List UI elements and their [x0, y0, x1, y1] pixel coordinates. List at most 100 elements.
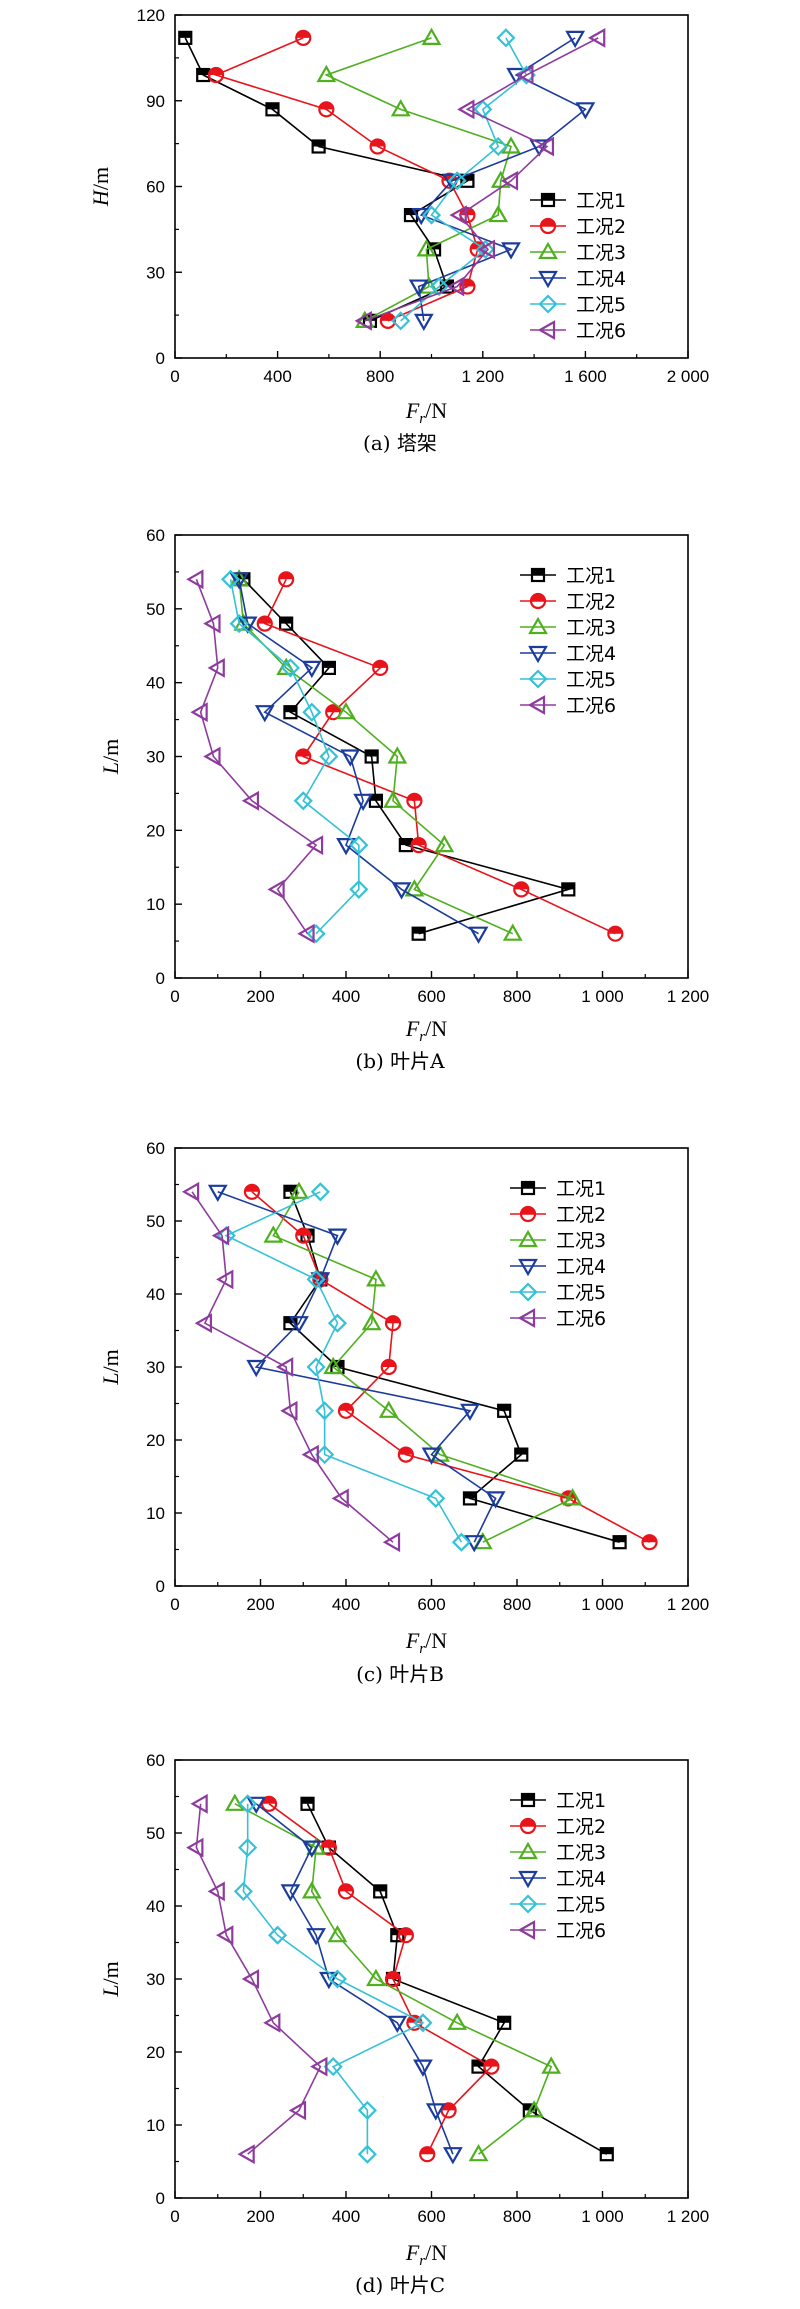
data-point — [391, 882, 412, 900]
x-tick-label: 400 — [332, 1595, 360, 1614]
x-tick-label: 800 — [503, 987, 531, 1006]
legend-marker-fill — [542, 194, 554, 200]
data-point — [451, 1532, 471, 1552]
legend-marker — [518, 1841, 538, 1860]
data-point — [529, 139, 550, 157]
data-point — [336, 837, 356, 856]
data-point — [390, 99, 411, 117]
data-point — [468, 2143, 489, 2162]
data-point-fill — [608, 926, 623, 934]
data-point — [421, 27, 442, 45]
y-tick-label: 60 — [146, 1139, 165, 1158]
data-point — [275, 1357, 294, 1377]
data-point-fill — [262, 1796, 277, 1804]
series-2 — [256, 571, 624, 942]
data-point — [536, 136, 555, 157]
data-point — [425, 2103, 446, 2121]
data-point-fill — [386, 1972, 401, 1979]
data-point-fill — [391, 1929, 404, 1936]
legend: 工况1 工况2 工况3 工况4 工况5 工况6 — [520, 565, 616, 717]
legend-label: 工况2 — [576, 216, 626, 238]
series-4 — [229, 572, 489, 944]
data-point — [391, 311, 411, 331]
data-point-fill — [319, 102, 334, 110]
data-point-fill — [399, 839, 412, 846]
data-point-fill — [472, 2060, 485, 2067]
legend-marker — [518, 1229, 538, 1248]
series-line — [364, 37, 599, 322]
data-point — [297, 923, 315, 944]
data-point-fill — [404, 209, 417, 216]
data-point — [288, 2100, 307, 2121]
data-point-fill — [321, 1840, 336, 1848]
data-point — [366, 1968, 386, 1987]
data-point — [305, 835, 324, 855]
data-point — [327, 1969, 348, 1989]
data-point-fill — [562, 883, 575, 890]
data-point-fill — [296, 1228, 311, 1236]
data-point — [357, 2144, 377, 2164]
data-point-fill — [398, 1928, 413, 1936]
x-tick-label: 200 — [246, 1595, 274, 1614]
legend-label: 工况4 — [556, 1256, 606, 1278]
series-4 — [246, 1796, 463, 2165]
x-axis-label: Fr/N — [405, 398, 447, 427]
data-point — [229, 572, 250, 590]
y-tick-label: 40 — [146, 1285, 165, 1304]
data-point — [460, 1403, 480, 1422]
series-line — [238, 579, 479, 935]
series-line — [229, 579, 360, 935]
y-axis-label: L/m — [98, 1349, 123, 1385]
data-point — [404, 879, 425, 897]
series-line — [400, 37, 528, 322]
data-point — [475, 239, 495, 259]
series-line — [272, 1191, 575, 1543]
data-point — [340, 749, 361, 767]
data-point — [496, 28, 516, 48]
data-point — [464, 1535, 485, 1553]
chart-panel-4: 0 200 400 600 800 1 000 1 200 0 10 20 30 40 50 60 Fr/N… — [98, 1751, 709, 2297]
data-point — [446, 276, 465, 297]
data-point-fill — [339, 1403, 353, 1411]
data-point — [413, 2059, 433, 2077]
data-point-fill — [280, 617, 293, 624]
legend-marker — [528, 669, 548, 689]
data-point — [293, 791, 313, 811]
data-point — [442, 2147, 463, 2165]
data-point-fill — [600, 2148, 613, 2155]
data-point — [186, 569, 204, 590]
data-point-fill — [373, 660, 388, 668]
data-point-fill — [420, 2147, 435, 2155]
data-point — [468, 926, 489, 944]
data-point — [289, 1181, 309, 1199]
x-tick-label: 600 — [417, 1595, 445, 1614]
data-point — [327, 1924, 348, 1943]
data-point-fill — [284, 1185, 297, 1192]
x-tick-label: 1 000 — [581, 987, 624, 1006]
data-point-fill — [296, 30, 311, 38]
data-point — [289, 1316, 309, 1334]
data-point-fill — [407, 793, 422, 801]
y-tick-label: 120 — [137, 6, 165, 25]
data-point — [315, 1401, 335, 1421]
data-point — [408, 279, 429, 297]
x-tick-label: 1 200 — [667, 987, 710, 1006]
x-axis-label: Fr/N — [405, 1628, 447, 1657]
chart-panel-2: 0 200 400 600 800 1 000 1 200 0 10 20 30 40 50 60 Fr/N… — [98, 526, 709, 1073]
series-line — [224, 1191, 463, 1543]
data-point — [246, 1796, 267, 1815]
data-point — [541, 2056, 562, 2074]
series-5 — [221, 569, 369, 944]
data-point — [280, 1400, 298, 1421]
data-point-fill — [331, 1361, 344, 1367]
data-point — [238, 1794, 258, 1814]
data-point — [378, 1400, 399, 1418]
data-point — [216, 1269, 234, 1290]
data-point — [263, 2012, 281, 2033]
legend-label: 工况4 — [576, 268, 626, 290]
data-point-fill — [411, 838, 426, 846]
data-point — [349, 835, 369, 855]
legend: 工况1 工况2 工况3 工况4 工况5 工况6 — [510, 1178, 606, 1330]
data-point — [421, 205, 442, 225]
legend-marker — [537, 320, 556, 340]
